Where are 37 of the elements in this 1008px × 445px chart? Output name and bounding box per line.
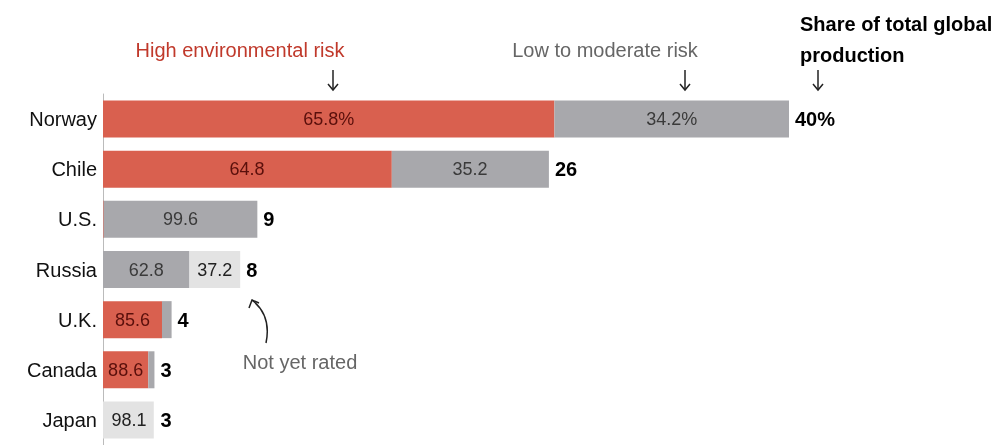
annotation: 37.2 bbox=[197, 259, 233, 280]
annotation: 40% bbox=[795, 108, 836, 131]
bar bbox=[148, 351, 155, 389]
annotation: 99.6 bbox=[162, 209, 199, 230]
annotation: 3 bbox=[160, 358, 172, 381]
annotation: 65.8% bbox=[303, 109, 355, 130]
y-tick-label: Japan bbox=[42, 408, 97, 431]
annotation: 3 bbox=[160, 408, 172, 431]
y-tick-label: Canada bbox=[26, 358, 98, 381]
bar bbox=[189, 251, 241, 288]
annotation: 62.8 bbox=[128, 259, 164, 280]
y-tick-label: U.S. bbox=[58, 208, 97, 231]
series-label: High environmental risk bbox=[135, 39, 346, 61]
series-label: Low to moderate risk bbox=[512, 39, 699, 61]
bar bbox=[391, 150, 549, 188]
y-tick-label: U.K. bbox=[58, 308, 97, 331]
annotation: 64.8 bbox=[229, 159, 265, 180]
bar bbox=[162, 301, 172, 339]
text: Not yet rated bbox=[242, 351, 358, 373]
bar bbox=[103, 200, 258, 238]
annotation: 9 bbox=[263, 208, 275, 231]
annotation: 26 bbox=[554, 158, 578, 181]
bar bbox=[103, 150, 392, 188]
y-tick-label: Norway bbox=[29, 108, 97, 131]
annotation: 4 bbox=[177, 308, 190, 331]
annotation: 8 bbox=[246, 258, 258, 281]
bar bbox=[103, 100, 555, 138]
text: Share of total global production bbox=[800, 12, 998, 66]
y-tick-label: Chile bbox=[51, 158, 97, 181]
bar bbox=[554, 100, 789, 138]
y-tick-label: Russia bbox=[35, 258, 98, 281]
annotation: 35.2 bbox=[452, 159, 488, 180]
annotation: 88.6 bbox=[108, 359, 144, 380]
annotation: 98.1 bbox=[111, 409, 147, 430]
annotation: 34.2% bbox=[646, 109, 698, 130]
annotation: 85.6 bbox=[114, 309, 151, 330]
bar bbox=[103, 251, 190, 288]
